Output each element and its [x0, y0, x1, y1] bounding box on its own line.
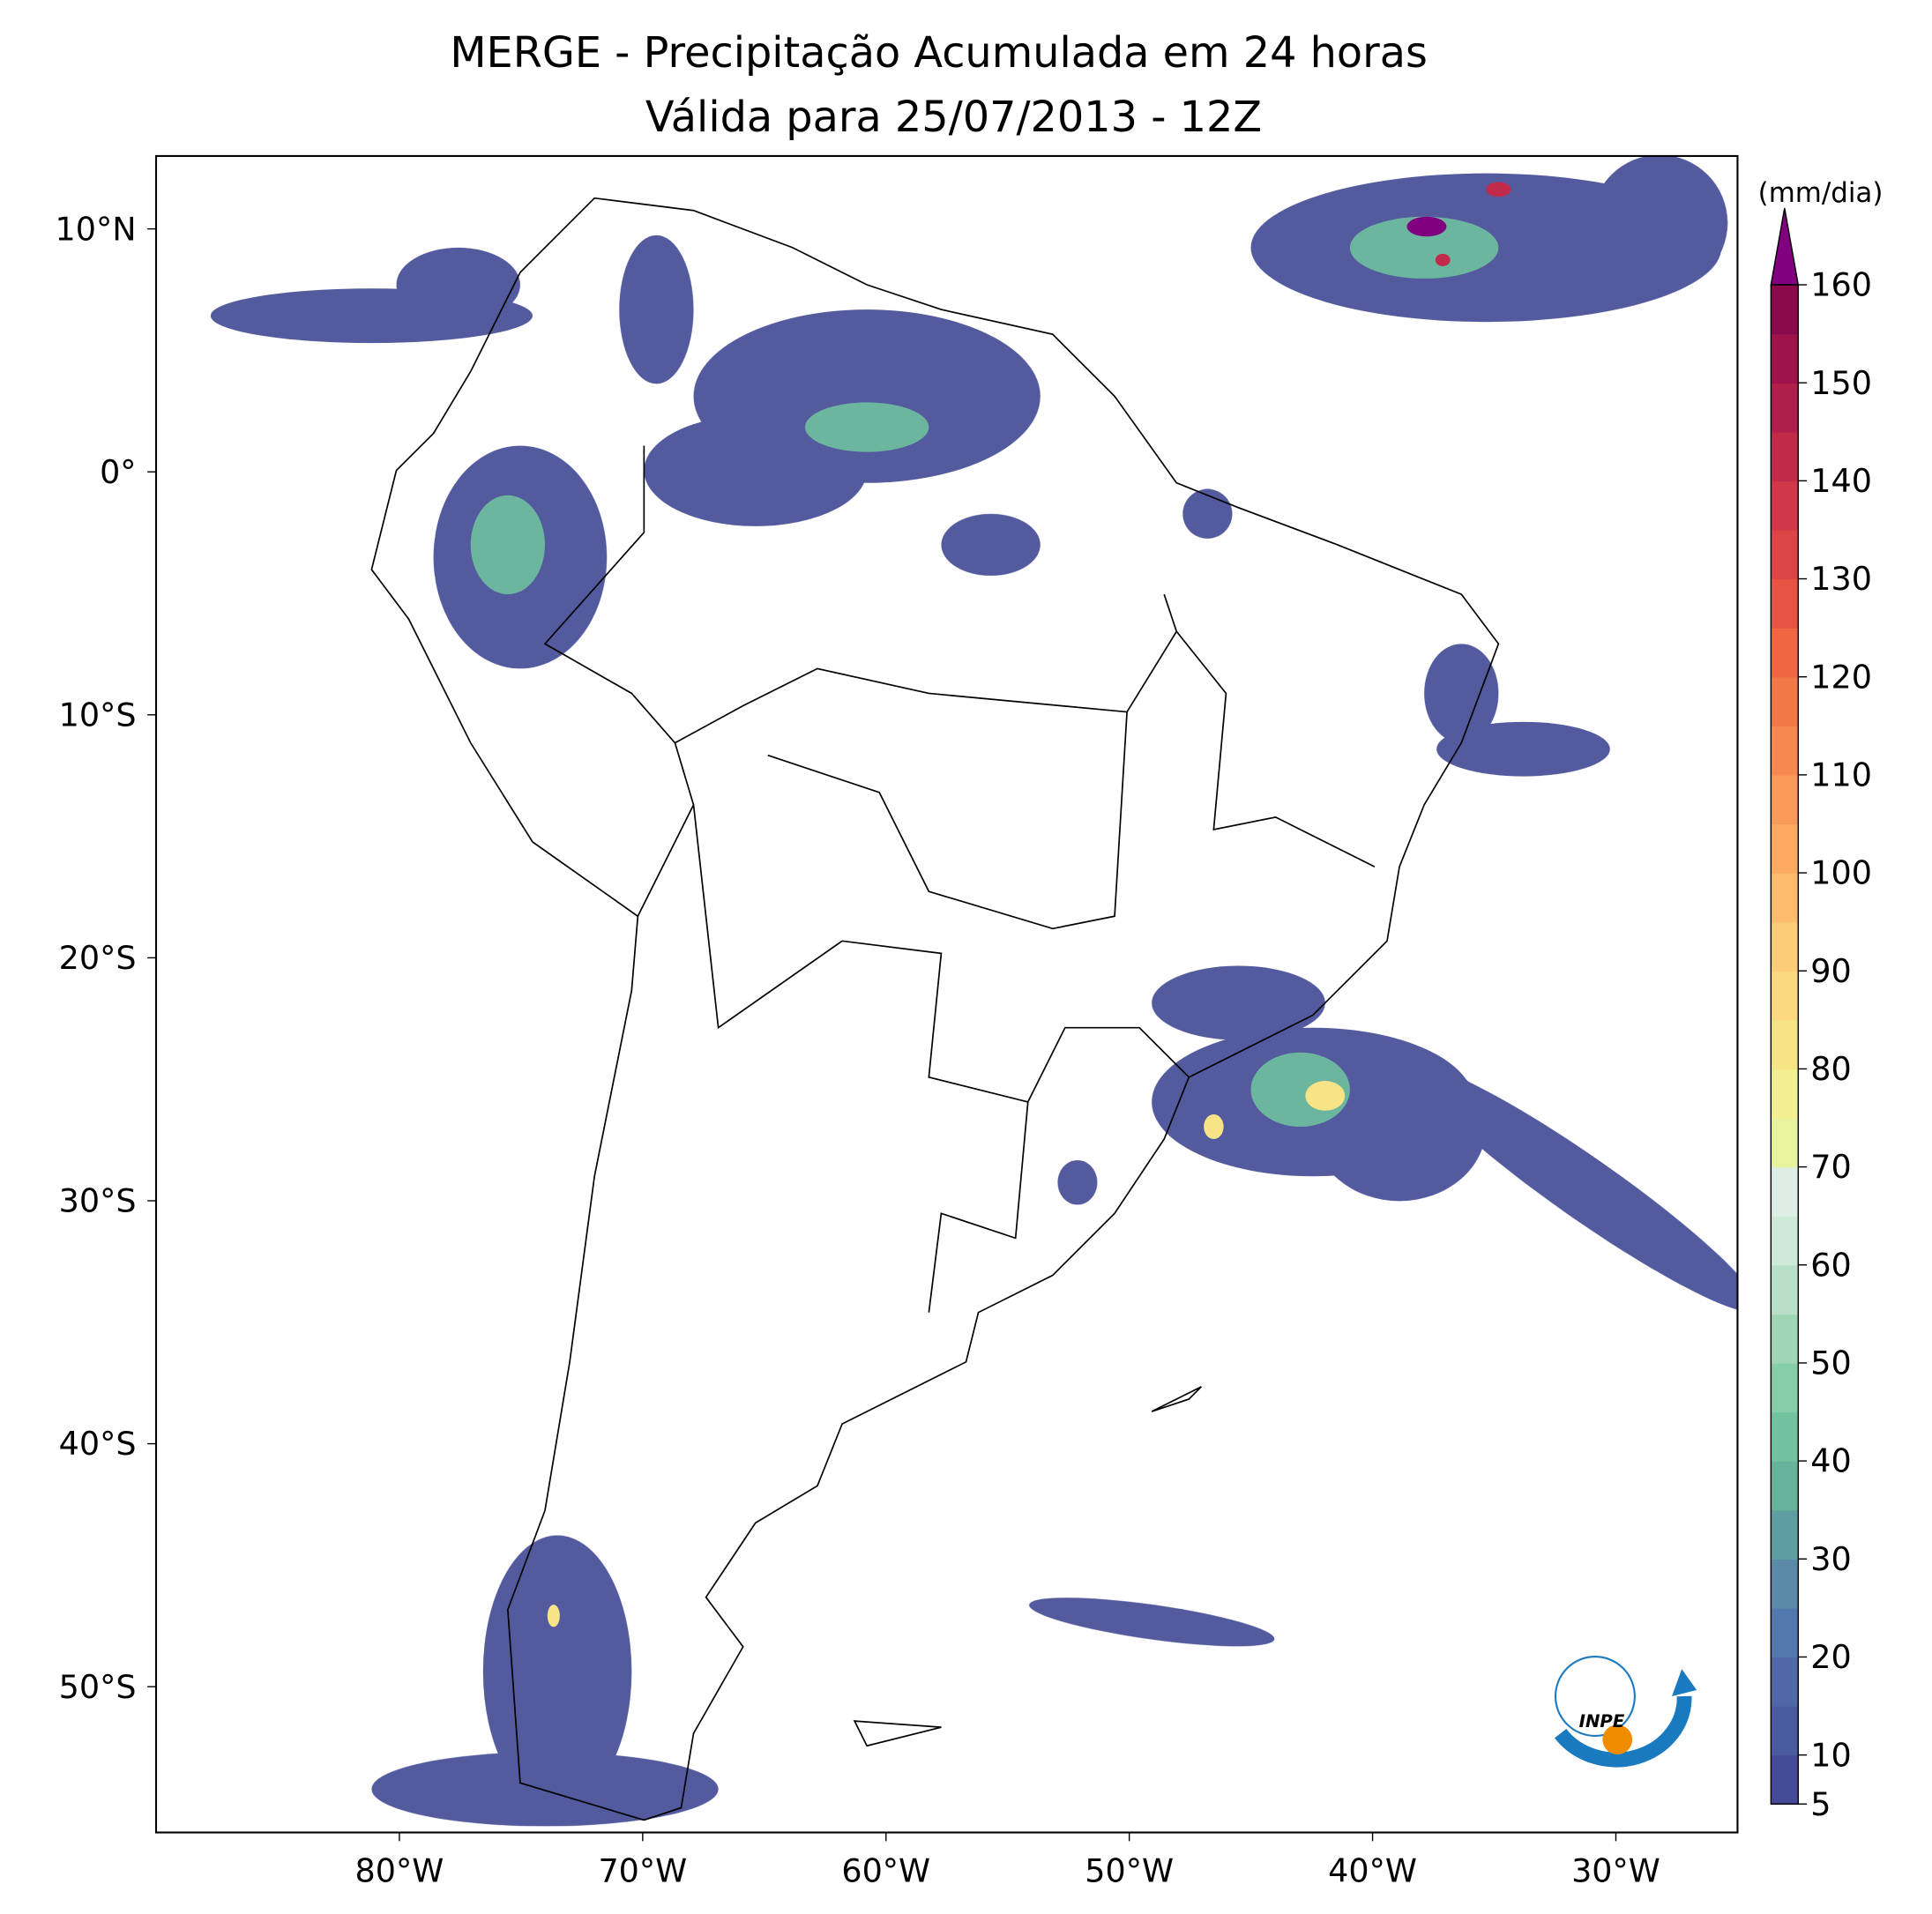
coastline	[370, 197, 1500, 1821]
colorbar-band	[1771, 1019, 1799, 1070]
x-tick-label: 30°W	[1571, 1852, 1660, 1890]
colorbar-band	[1771, 774, 1799, 825]
colorbar-tick-label: 150	[1810, 364, 1872, 402]
colorbar-tick-label: 140	[1810, 462, 1872, 500]
colorbar-band	[1771, 529, 1799, 580]
colorbar-band	[1771, 1166, 1799, 1217]
colorbar-tick-label: 80	[1810, 1050, 1851, 1088]
colorbar-band	[1771, 921, 1799, 972]
subtitle: Válida para 25/07/2013 - 12Z	[645, 93, 1262, 142]
colorbar-band	[1771, 971, 1799, 1021]
colorbar-band	[1771, 1509, 1799, 1560]
colorbar-label: (mm/dia)	[1758, 177, 1884, 209]
colorbar-tick-label: 100	[1810, 854, 1872, 892]
colorbar-band	[1771, 1117, 1799, 1168]
y-tick-label: 40°S	[59, 1425, 137, 1463]
colorbar-band	[1771, 1362, 1799, 1413]
colorbar-band	[1771, 480, 1799, 531]
colorbar-tick-label: 90	[1810, 952, 1851, 990]
colorbar-band	[1771, 1461, 1799, 1511]
colorbar-tick-label: 30	[1810, 1540, 1851, 1578]
x-tick-label: 70°W	[598, 1852, 687, 1890]
colorbar-band	[1771, 726, 1799, 776]
y-tick-label: 10°N	[56, 210, 137, 248]
colorbar-band	[1771, 1411, 1799, 1462]
colorbar-tick-label: 40	[1810, 1442, 1851, 1480]
colorbar-tick-label: 160	[1810, 266, 1872, 304]
colorbar-tick-label: 70	[1810, 1148, 1851, 1186]
x-tick-label: 50°W	[1085, 1852, 1174, 1890]
colorbar-band	[1771, 1314, 1799, 1364]
plot-frame	[154, 154, 1739, 1834]
y-tick-label: 0°	[100, 453, 136, 491]
colorbar-band	[1771, 431, 1799, 482]
colorbar-band	[1771, 1706, 1799, 1756]
colorbar-tick-label: 10	[1810, 1736, 1851, 1774]
colorbar-band	[1771, 1657, 1799, 1707]
colorbar-band	[1771, 628, 1799, 678]
y-tick-label: 50°S	[59, 1668, 137, 1706]
x-tick-label: 40°W	[1328, 1852, 1417, 1890]
colorbar-band	[1771, 676, 1799, 727]
colorbar-band	[1771, 383, 1799, 433]
x-tick-label: 80°W	[355, 1852, 444, 1890]
colorbar-tick-label: 130	[1810, 560, 1872, 598]
colorbar-band	[1771, 1559, 1799, 1609]
colorbar-band	[1771, 333, 1799, 384]
precipitation-field	[210, 155, 1738, 1827]
colorbar-band	[1771, 1069, 1799, 1119]
colorbar-extend	[1770, 207, 1800, 286]
x-tick-label: 60°W	[841, 1852, 930, 1890]
colorbar-tick-label: 20	[1810, 1638, 1851, 1676]
colorbar-band	[1771, 1264, 1799, 1315]
colorbar-band	[1771, 285, 1799, 335]
colorbar-band	[1771, 823, 1799, 874]
colorbar-frame	[1770, 284, 1799, 1805]
y-tick-label: 20°S	[59, 939, 137, 977]
logo-text: INPE	[1579, 1711, 1625, 1732]
colorbar-band	[1771, 873, 1799, 923]
y-tick-label: 10°S	[59, 696, 137, 734]
inpe-logo: INPE	[1554, 1656, 1697, 1768]
colorbar-band	[1771, 1216, 1799, 1266]
colorbar-tick-label: 5	[1810, 1785, 1831, 1823]
colorbar-tick-label: 120	[1810, 658, 1872, 696]
colorbar-band	[1771, 578, 1799, 629]
y-tick-label: 30°S	[59, 1182, 137, 1220]
colorbar-tick-label: 50	[1810, 1344, 1851, 1382]
colorbar-tick-label: 60	[1810, 1246, 1851, 1284]
title: MERGE - Precipitação Acumulada em 24 hor…	[450, 29, 1428, 78]
colorbar-band	[1771, 1607, 1799, 1658]
colorbar-tick-label: 110	[1810, 756, 1872, 794]
colorbar-band	[1771, 1754, 1799, 1805]
